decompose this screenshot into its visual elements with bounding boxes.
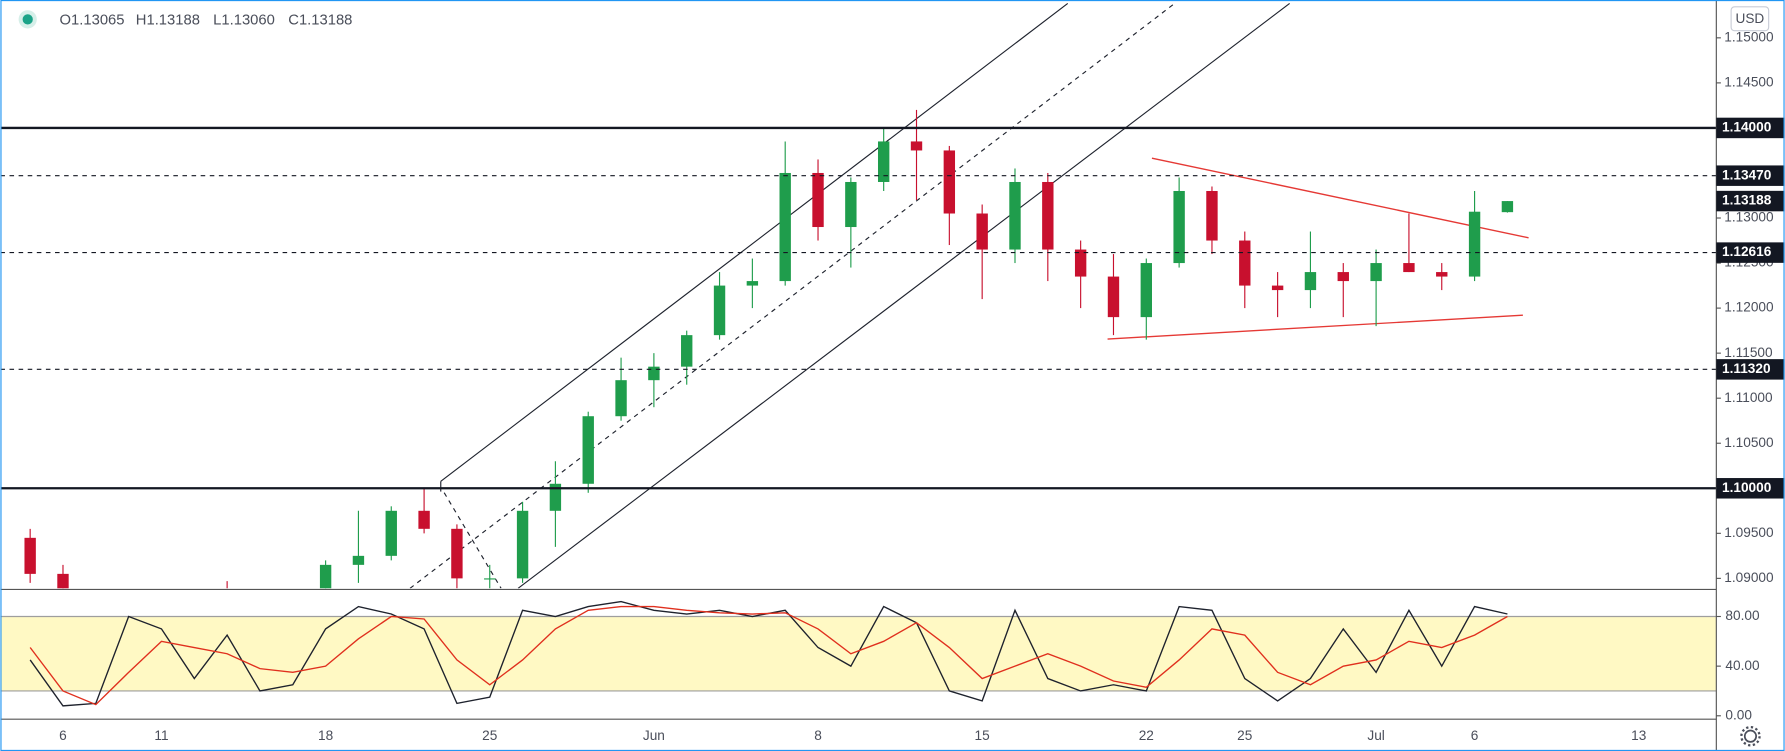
ohlc-open: O1.13065 [60, 12, 125, 28]
candle-body [648, 366, 660, 381]
stoch-tick-label: 80.00 [1725, 608, 1760, 623]
y-tick-label: 1.09000 [1724, 570, 1774, 585]
level-label: 1.13470 [1722, 167, 1772, 182]
candle-body [943, 150, 956, 214]
settings-icon[interactable] [1740, 725, 1761, 747]
level-label-box [1716, 359, 1785, 380]
candle-body [57, 573, 69, 589]
x-tick-label: 6 [59, 728, 67, 743]
x-tick-label: Jun [643, 728, 665, 743]
ohlc-high: H1.13188 [136, 12, 200, 28]
candle-body [845, 181, 857, 228]
last-price-box [1716, 190, 1785, 212]
candle-body [1239, 240, 1251, 286]
level-label-box [1716, 242, 1785, 263]
y-tick-label: 1.12000 [1724, 300, 1774, 315]
x-tick-label: 25 [482, 728, 498, 743]
candle-body [1271, 285, 1284, 291]
candle-body [713, 285, 726, 336]
y-tick-label: 1.13000 [1724, 210, 1774, 225]
candle-body [516, 510, 529, 579]
candle-body [24, 537, 36, 574]
x-tick-label: 8 [814, 728, 822, 743]
y-tick-label: 1.11000 [1724, 390, 1773, 405]
candle-body [1501, 201, 1514, 213]
x-tick-label: 22 [1139, 728, 1154, 743]
level-label: 1.14000 [1722, 120, 1772, 135]
triangle-upper [1151, 157, 1529, 239]
candle-body [877, 141, 890, 182]
candle-body [812, 172, 824, 228]
candle-body [385, 510, 397, 556]
x-tick-label: 6 [1471, 728, 1479, 743]
candle-body [615, 380, 627, 417]
candle-body [1173, 190, 1185, 264]
level-label: 1.10000 [1722, 480, 1772, 495]
channel-lower [517, 2, 1290, 589]
candle-body [910, 141, 923, 151]
level-label: 1.11320 [1722, 361, 1771, 376]
y-tick-label: 1.11500 [1724, 345, 1773, 360]
candle-body [352, 555, 365, 565]
channel-upper [440, 2, 1069, 482]
y-tick-label: 1.14500 [1724, 74, 1774, 89]
stoch-panel [29, 600, 1508, 707]
level-label-box [1716, 117, 1785, 139]
currency-button[interactable] [1730, 6, 1770, 32]
stoch-tick-label: 40.00 [1725, 658, 1760, 673]
candle-body [681, 335, 693, 367]
candle-body [549, 483, 562, 511]
last-price-label: 1.13188 [1722, 193, 1772, 208]
currency-label[interactable]: USD [1735, 11, 1764, 26]
x-tick-label: 18 [318, 728, 333, 743]
candle-body [976, 213, 988, 250]
candle-body [484, 578, 496, 580]
triangle-lower [1107, 314, 1523, 340]
x-tick-label: 25 [1237, 728, 1253, 743]
candle-body [1140, 263, 1152, 318]
stoch-tick-label: 0.00 [1725, 707, 1752, 722]
candle-body [418, 510, 430, 529]
x-tick-label: Jul [1367, 728, 1384, 743]
y-tick-label: 1.09500 [1724, 525, 1774, 540]
candle-body [1436, 272, 1448, 277]
level-label: 1.12616 [1722, 244, 1772, 259]
x-tick-label: 13 [1631, 728, 1646, 743]
candle-body [319, 564, 332, 589]
candle-body [746, 281, 759, 286]
candle-body [1337, 272, 1349, 282]
gear[interactable] [1743, 729, 1758, 743]
status-dot [22, 14, 33, 25]
candle-body [1468, 211, 1481, 277]
candle-body [451, 528, 463, 579]
candle-body [1074, 249, 1087, 277]
y-tick-label: 1.15000 [1724, 29, 1774, 44]
candle-body [1206, 190, 1218, 241]
y-tick-label: 1.10500 [1724, 435, 1774, 450]
x-tick-label: 11 [154, 728, 168, 743]
candle-body [582, 416, 594, 484]
price-panel [0, 2, 1717, 589]
axes: 6 11 18 25 Jun 8 15 22 25 Jul 6 13 1.15000 1.14500 1.1… [59, 29, 1785, 743]
candle-body [1042, 181, 1054, 250]
candle-body [1370, 263, 1382, 282]
channel-middle [409, 2, 1176, 589]
level-label-box [1716, 165, 1785, 186]
candle-body [779, 172, 791, 282]
channel-anchor-dashed [443, 492, 502, 589]
ohlc-low: L1.13060 [213, 12, 275, 28]
candle-body [1304, 272, 1317, 291]
ohlc-close: C1.13188 [288, 12, 352, 28]
candle-body [1107, 276, 1120, 318]
gear-teeth[interactable] [1740, 725, 1761, 747]
x-tick-label: 15 [975, 728, 991, 743]
level-label-box [1716, 478, 1785, 499]
candle-body [1009, 181, 1021, 250]
candle-body [1403, 263, 1415, 273]
stoch-line [29, 605, 1508, 706]
